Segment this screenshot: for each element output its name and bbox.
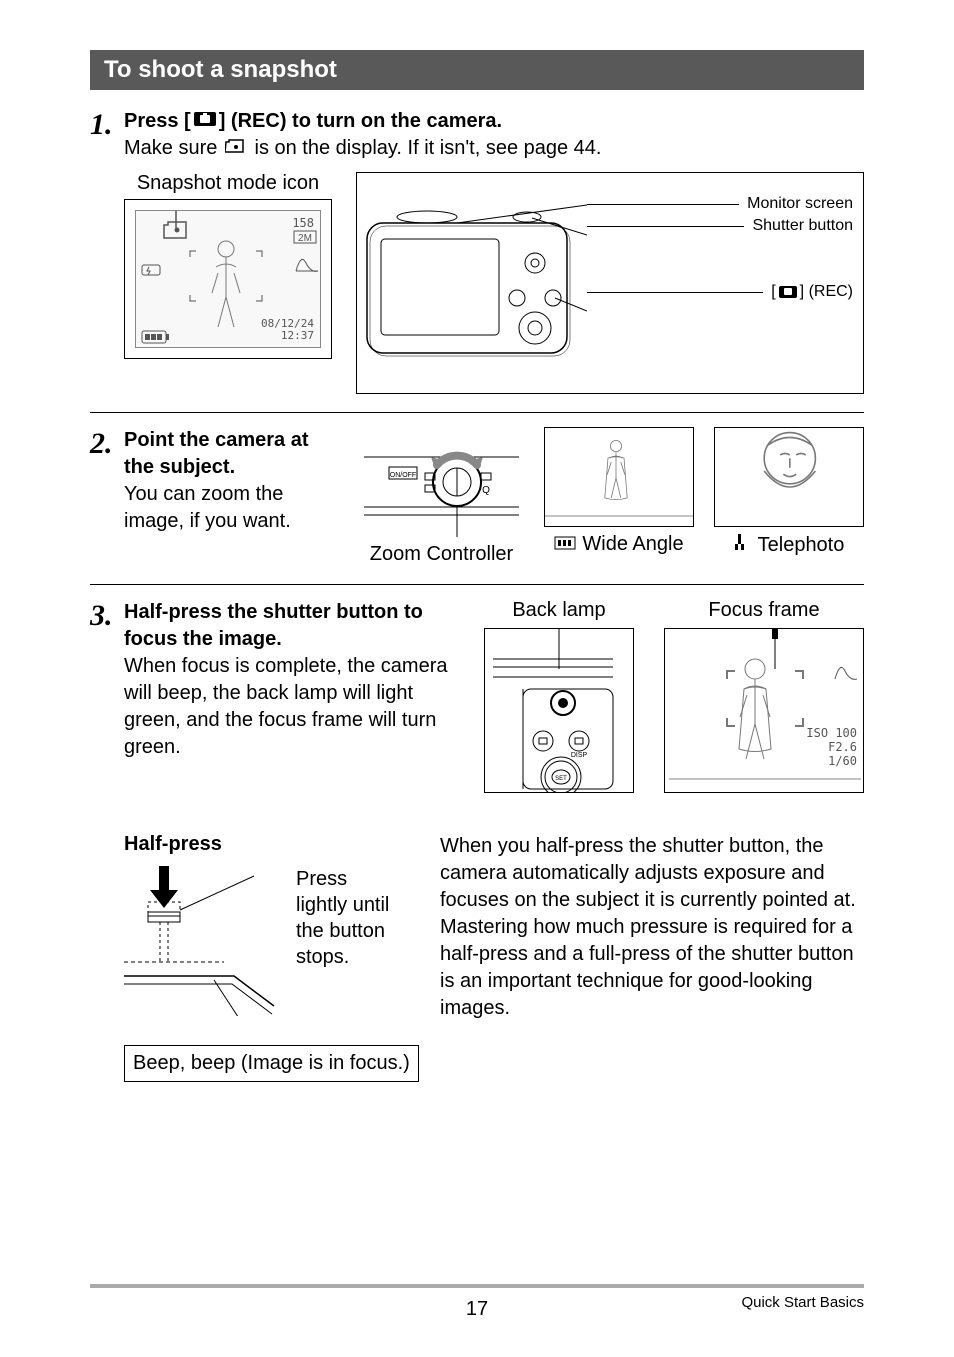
step-1: 1. Press [ ] (REC) to turn on the camera.… xyxy=(90,108,864,162)
wide-angle-icon xyxy=(554,533,576,556)
label-shutter-button: Shutter button xyxy=(752,217,853,235)
step-number: 3. xyxy=(90,599,124,631)
lcd-size: 2M xyxy=(298,233,312,244)
step-number: 2. xyxy=(90,427,124,459)
caption-wide-angle: Wide Angle xyxy=(582,533,683,556)
step1-title-a: Press [ xyxy=(124,110,191,132)
caption-zoom-controller: Zoom Controller xyxy=(370,543,513,566)
telephoto-icon xyxy=(734,533,752,557)
footer-section-label: Quick Start Basics xyxy=(741,1294,864,1311)
fig-telephoto: Telephoto xyxy=(714,427,864,557)
caption-back-lamp: Back lamp xyxy=(512,599,605,622)
step-3: 3. Half-press the shutter button to focu… xyxy=(90,599,454,761)
step3-title: Half-press the shutter button to focus t… xyxy=(124,599,454,653)
label-monitor-screen: Monitor screen xyxy=(747,195,853,213)
step2-title: Point the camera at the subject. xyxy=(124,427,335,481)
fig-wide-angle: Wide Angle xyxy=(544,427,694,556)
press-lightly-label: Press lightly until the button stops. xyxy=(296,866,400,970)
fig-zoom-controller: ON/OFF Q xyxy=(359,427,524,566)
beep-box: Beep, beep (Image is in focus.) xyxy=(124,1045,419,1082)
half-press-title: Half-press xyxy=(124,833,400,856)
lcd-shots-remaining: 158 xyxy=(292,216,314,230)
step1-text-a: Make sure xyxy=(124,137,223,159)
caption-focus-frame: Focus frame xyxy=(708,599,819,622)
lcd-aperture: F2.6 xyxy=(828,740,857,754)
half-press-diagram: Half-press xyxy=(90,833,400,1082)
section-header: To shoot a snapshot xyxy=(90,50,864,90)
caption-snapshot-mode: Snapshot mode icon xyxy=(124,172,332,195)
camera-rec-icon xyxy=(193,108,217,135)
svg-text:SET: SET xyxy=(555,776,567,782)
fig-focus-frame: Focus frame xyxy=(664,599,864,793)
svg-text:DISP: DISP xyxy=(571,752,588,759)
step1-text-b: is on the display. If it isn't, see page… xyxy=(249,137,602,159)
page-number: 17 xyxy=(466,1298,488,1321)
fig-camera-back: Monitor screen Shutter button [] (REC) xyxy=(356,172,864,394)
fig-back-lamp: Back lamp xyxy=(484,599,634,793)
caption-telephoto: Telephoto xyxy=(758,534,845,557)
lcd-time: 12:37 xyxy=(281,329,314,342)
half-press-paragraph: When you half-press the shutter button, … xyxy=(440,833,864,1082)
onoff-label: ON/OFF xyxy=(390,472,416,479)
step-2: 2. Point the camera at the subject. You … xyxy=(90,427,335,535)
step1-title-b: ] (REC) to turn on the camera. xyxy=(219,110,502,132)
step-number: 1. xyxy=(90,108,124,140)
step2-text: You can zoom the image, if you want. xyxy=(124,481,335,535)
fig-snapshot-lcd: Snapshot mode icon 158 xyxy=(124,172,332,394)
step3-text: When focus is complete, the camera will … xyxy=(124,653,454,761)
camera-rec-icon xyxy=(778,285,798,299)
snapshot-mode-icon xyxy=(225,135,247,162)
lcd-iso: ISO 100 xyxy=(806,726,857,740)
label-rec-button: [] (REC) xyxy=(771,283,853,301)
lcd-shutter-speed: 1/60 xyxy=(828,754,857,768)
svg-text:Q: Q xyxy=(482,485,490,496)
